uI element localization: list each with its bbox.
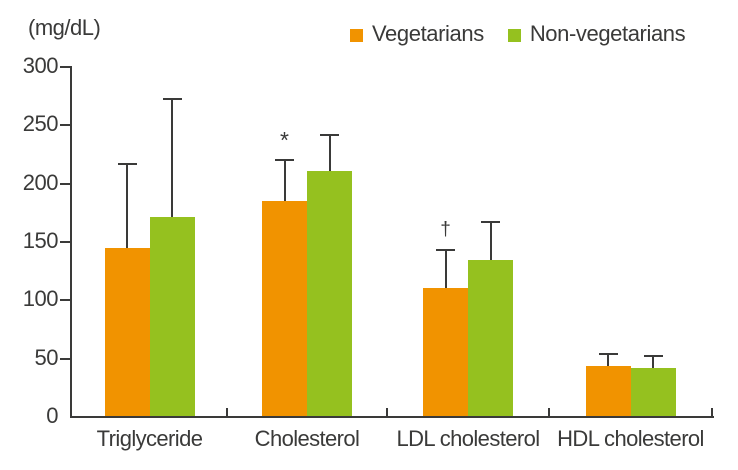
y-tick bbox=[60, 241, 70, 243]
error-bar-line-vegetarians bbox=[444, 249, 447, 288]
y-tick bbox=[60, 357, 70, 360]
error-bar-cap-vegetarians bbox=[117, 162, 137, 165]
x-tick bbox=[711, 408, 713, 416]
x-axis bbox=[70, 416, 714, 418]
legend: Vegetarians Non-vegetarians bbox=[350, 21, 686, 47]
annotation-star: * bbox=[280, 127, 289, 154]
bar-vegetarians bbox=[423, 287, 468, 416]
legend-swatch-vegetarians bbox=[350, 28, 363, 42]
error-bar-cap-vegetarians bbox=[598, 353, 618, 355]
x-tick bbox=[548, 408, 550, 416]
y-tick-label: 150 bbox=[22, 228, 59, 253]
bar-vegetarians bbox=[262, 201, 307, 416]
error-bar-line-vegetarians bbox=[126, 162, 128, 248]
bar-non-vegetarians bbox=[307, 171, 352, 416]
error-bar-cap-vegetarians bbox=[436, 249, 455, 252]
bar-vegetarians bbox=[585, 365, 631, 416]
annotation-dagger: † bbox=[440, 219, 451, 241]
bar-non-vegetarians bbox=[149, 216, 195, 416]
y-tick-label: 300 bbox=[22, 53, 59, 78]
y-tick-label: 0 bbox=[46, 403, 58, 428]
y-tick bbox=[60, 299, 70, 302]
category-label: Triglyceride bbox=[96, 426, 203, 451]
bar-non-vegetarians bbox=[630, 368, 676, 416]
legend-label-vegetarians: Vegetarians bbox=[372, 21, 484, 46]
error-bar-cap-non-vegetarians bbox=[481, 221, 500, 224]
legend-item-vegetarians: Vegetarians bbox=[350, 21, 484, 47]
y-tick-label: 100 bbox=[22, 286, 59, 312]
legend-swatch-non-vegetarians bbox=[507, 28, 521, 42]
y-axis-unit-label: (mg/dL) bbox=[28, 15, 101, 40]
error-bar-line-non-vegetarians bbox=[328, 133, 331, 171]
error-bar-line-non-vegetarians bbox=[652, 355, 654, 369]
y-tick-label: 50 bbox=[34, 344, 59, 370]
error-bar-line-non-vegetarians bbox=[489, 221, 492, 260]
y-tick-label: 200 bbox=[22, 169, 59, 195]
x-tick bbox=[386, 408, 388, 416]
error-bar-cap-non-vegetarians bbox=[643, 355, 663, 358]
error-bar-cap-non-vegetarians bbox=[162, 97, 182, 100]
y-tick bbox=[60, 66, 70, 68]
y-tick bbox=[60, 182, 70, 185]
error-bar-line-vegetarians bbox=[607, 353, 609, 366]
legend-label-non-vegetarians: Non-vegetarians bbox=[529, 21, 686, 46]
y-tick-label: 250 bbox=[22, 111, 59, 137]
category-label: LDL cholesterol bbox=[396, 426, 540, 451]
legend-item-non-vegetarians: Non-vegetarians bbox=[507, 21, 686, 47]
error-bar-cap-non-vegetarians bbox=[320, 133, 339, 136]
error-bar-line-non-vegetarians bbox=[171, 97, 173, 217]
y-tick bbox=[60, 124, 70, 127]
x-tick bbox=[226, 408, 228, 416]
error-bar-line-vegetarians bbox=[283, 159, 286, 202]
error-bar-cap-vegetarians bbox=[275, 159, 294, 162]
y-axis bbox=[70, 66, 72, 418]
bar-non-vegetarians bbox=[468, 259, 513, 416]
category-label: Cholesterol bbox=[254, 426, 360, 451]
bar-vegetarians bbox=[104, 248, 150, 416]
category-label: HDL cholesterol bbox=[557, 426, 704, 451]
